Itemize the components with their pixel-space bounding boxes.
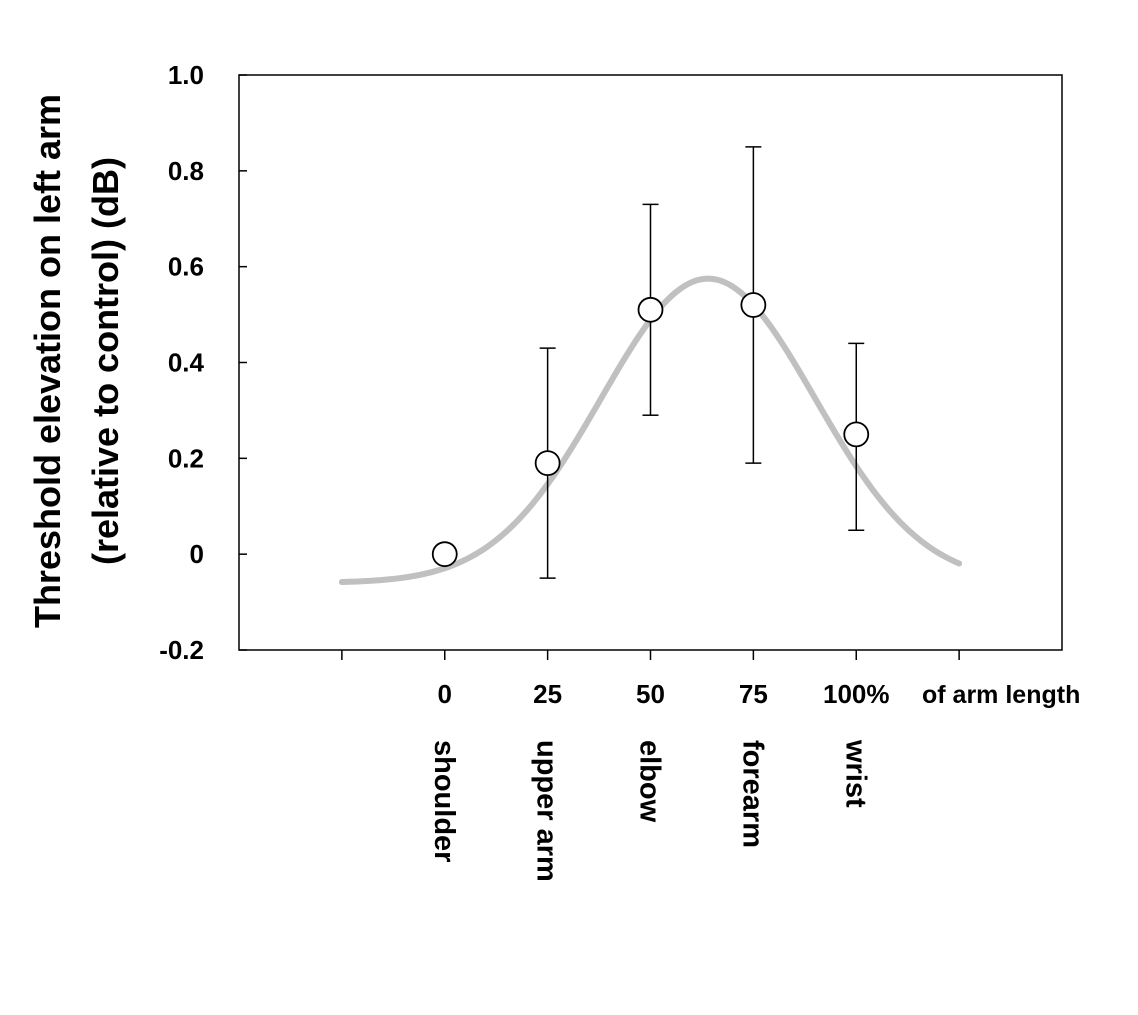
x-tick-label: 0 bbox=[438, 679, 452, 709]
x-region-label: shoulder bbox=[428, 740, 460, 862]
y-axis: 1.0 0.8 0.6 0.4 0.2 0 -0.2 bbox=[159, 60, 247, 665]
x-tick-label: 25 bbox=[533, 679, 562, 709]
x-tick-label: 100% bbox=[823, 679, 890, 709]
y-tick-label: 0.6 bbox=[168, 252, 204, 282]
x-region-labels: shoulder upper arm elbow forearm wrist bbox=[428, 739, 872, 882]
error-bars bbox=[539, 146, 865, 579]
data-points bbox=[431, 292, 870, 568]
x-region-label: upper arm bbox=[531, 740, 563, 882]
y-axis-label: Threshold elevation on left arm (relativ… bbox=[27, 94, 126, 628]
x-region-label: wrist bbox=[839, 739, 871, 808]
x-tick-label: 75 bbox=[739, 679, 768, 709]
data-point bbox=[534, 450, 561, 477]
y-tick-label: 0.2 bbox=[168, 443, 204, 473]
x-tick-label: 50 bbox=[636, 679, 665, 709]
y-tick-label: 0 bbox=[190, 539, 204, 569]
y-tick-label: 0.8 bbox=[168, 156, 204, 186]
y-tick-label: -0.2 bbox=[159, 635, 204, 665]
data-point bbox=[740, 292, 767, 318]
x-axis: 0 25 50 75 100% bbox=[341, 650, 960, 709]
y-tick-label: 1.0 bbox=[168, 60, 204, 90]
x-region-label: forearm bbox=[736, 740, 768, 848]
y-axis-label-line-1: Threshold elevation on left arm bbox=[27, 94, 68, 628]
x-unit-label: of arm length bbox=[922, 681, 1080, 709]
data-point bbox=[637, 296, 664, 323]
data-point bbox=[843, 421, 870, 448]
x-region-label: elbow bbox=[634, 740, 666, 823]
data-point bbox=[431, 541, 458, 568]
y-axis-label-line-2: (relative to control) (dB) bbox=[85, 157, 126, 565]
y-tick-label: 0.4 bbox=[168, 348, 205, 378]
